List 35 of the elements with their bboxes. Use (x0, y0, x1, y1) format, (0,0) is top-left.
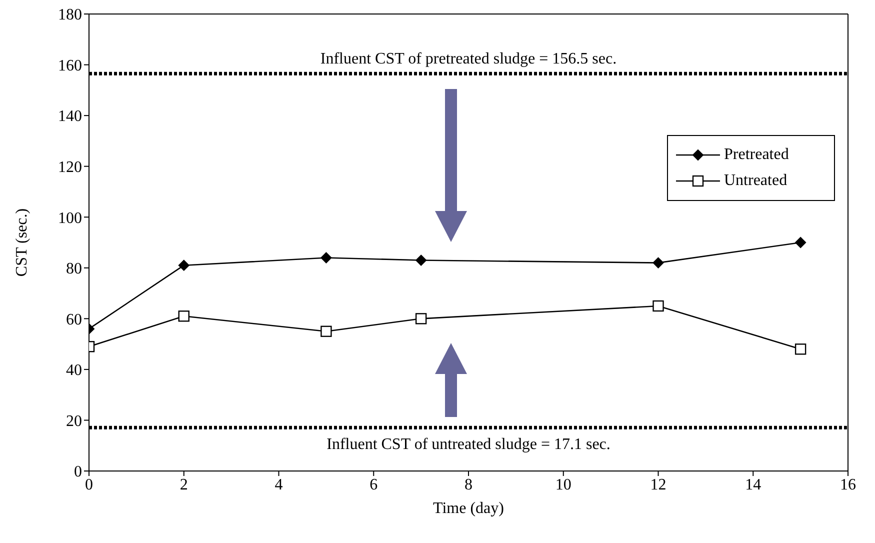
y-axis-title: CST (sec.) (14, 208, 31, 277)
y-tick-label: 40 (66, 362, 82, 380)
point (320, 326, 332, 337)
legend-label: Pretreated (724, 146, 789, 164)
point (416, 254, 427, 266)
x-tick-label: 14 (745, 476, 762, 494)
y-tick-label: 120 (58, 159, 82, 176)
point (795, 237, 806, 248)
ref-line-label: Influent CST of untreated sludge = 17.1 sec. (326, 436, 610, 453)
y-tick-label: 180 (58, 6, 82, 24)
x-tick-label: 16 (840, 476, 856, 494)
point (794, 344, 806, 355)
y-tick-label: 0 (74, 464, 82, 481)
point (178, 260, 190, 271)
legend-label: Untreated (724, 172, 788, 190)
x-tick-label: 4 (274, 476, 283, 494)
x-tick-label: 8 (464, 476, 472, 494)
point (652, 300, 664, 312)
point (320, 252, 332, 264)
x-tick-label: 10 (555, 476, 572, 494)
x-tick-label: 6 (370, 476, 378, 494)
point (178, 310, 190, 322)
y-tick-label: 20 (66, 412, 82, 430)
x-tick-label: 0 (85, 476, 93, 494)
y-tick-label: 80 (66, 260, 82, 278)
point (652, 257, 664, 268)
x-axis-title: Time (day) (433, 500, 504, 517)
y-tick-label: 140 (58, 108, 82, 126)
point (415, 313, 427, 324)
y-tick-label: 60 (66, 311, 82, 328)
y-tick-label: 100 (58, 210, 82, 227)
y-tick-label: 160 (58, 57, 82, 74)
x-tick-label: 2 (180, 476, 188, 494)
ref-line-label: Influent CST of pretreated sludge = 156.5 sec. (320, 50, 617, 68)
x-tick-label: 12 (650, 476, 666, 494)
